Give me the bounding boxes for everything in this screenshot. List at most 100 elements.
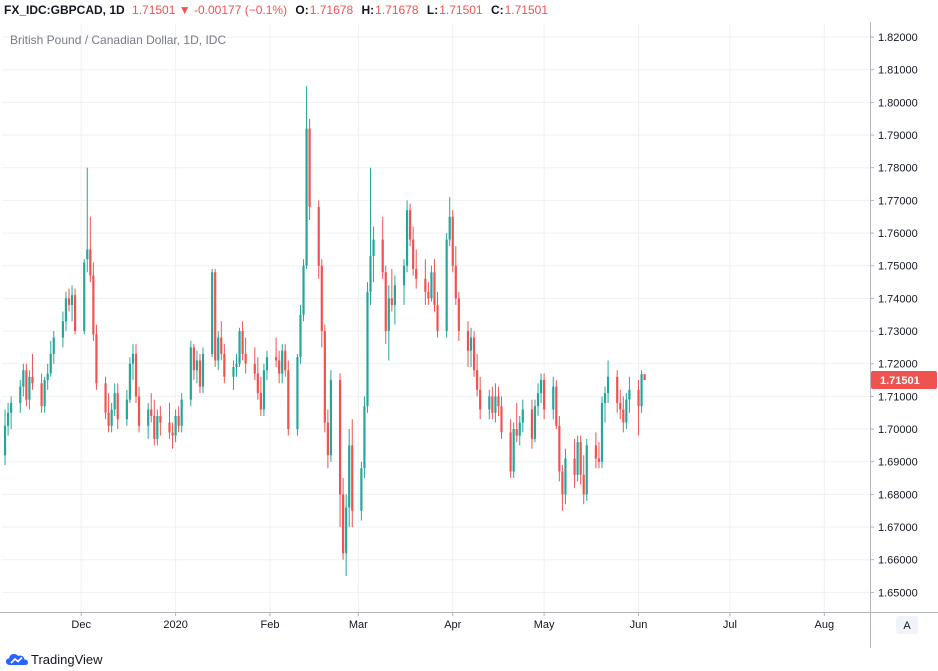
candle-body	[424, 278, 427, 292]
candlestick-chart[interactable]: 1.65000 1.66000 1.67000 1.68000 1.69000 1.700…	[0, 22, 938, 648]
candle-body	[643, 374, 646, 381]
candle-body	[64, 298, 68, 322]
candle-body	[381, 239, 384, 273]
candle-body	[28, 376, 31, 400]
candle-body	[405, 210, 409, 266]
candle-body	[189, 347, 192, 400]
last-price-tag	[871, 371, 937, 390]
candle-body	[582, 474, 585, 495]
candle-body	[180, 399, 183, 426]
candle-body	[451, 216, 454, 266]
candle-body	[500, 406, 503, 433]
candle-body	[616, 376, 619, 403]
candle-body	[448, 216, 451, 240]
x-tick-label: Jun	[630, 619, 648, 631]
candle-body	[606, 376, 610, 394]
y-tick-label: 1.76000	[878, 228, 918, 240]
candle-body	[238, 331, 241, 364]
candle-body	[49, 353, 52, 374]
tradingview-cloud-icon	[6, 654, 28, 665]
open-label: O:	[295, 3, 309, 17]
candle-body	[436, 304, 439, 332]
candle-body	[323, 331, 326, 423]
tradingview-logo[interactable]: TradingView	[6, 650, 103, 668]
candle-body	[220, 337, 223, 354]
autoscale-button-label[interactable]: A	[903, 620, 911, 632]
y-tick-label: 1.66000	[878, 555, 918, 567]
candle-body	[573, 458, 576, 475]
x-tick-label: Apr	[444, 619, 461, 631]
candle-body	[198, 360, 202, 387]
candle-body	[110, 409, 113, 426]
high-value: 1.71678	[375, 3, 419, 17]
candle-body	[128, 363, 132, 400]
candle-body	[31, 376, 34, 384]
candle-body	[320, 265, 323, 332]
x-tick-label: Aug	[815, 619, 835, 631]
candle-body	[278, 360, 281, 374]
candle-body	[622, 409, 625, 423]
candle-body	[472, 337, 476, 371]
candle-body	[284, 350, 287, 371]
candle-body	[387, 298, 390, 332]
candle-body	[576, 442, 579, 475]
candle-body	[342, 494, 345, 554]
candle-body	[628, 389, 631, 400]
candle-body	[579, 442, 582, 475]
candle-body	[192, 347, 195, 371]
candle-body	[372, 239, 375, 256]
close-value: 1.71501	[504, 3, 549, 17]
x-tick-label: 2020	[163, 619, 187, 631]
candle-body	[275, 357, 278, 361]
candle-body	[338, 380, 342, 495]
candle-body	[491, 396, 494, 413]
autoscale-button[interactable]	[896, 616, 918, 634]
candle-body	[10, 402, 13, 413]
candle-body	[393, 285, 396, 305]
candle-body	[83, 262, 86, 332]
candle-body	[19, 386, 22, 403]
candle-body	[67, 298, 71, 305]
candle-body	[262, 370, 266, 410]
candle-body	[466, 331, 470, 351]
candle-body	[153, 416, 156, 439]
candle-body	[244, 353, 247, 364]
candle-body	[512, 429, 515, 472]
candle-body	[156, 416, 159, 439]
candle-body	[345, 507, 348, 554]
candle-body	[201, 353, 205, 387]
candle-body	[25, 370, 28, 400]
candle-body	[390, 298, 393, 305]
candle-body	[457, 298, 460, 332]
candle-body	[479, 389, 482, 410]
candle-body	[561, 471, 564, 495]
candle-body	[317, 206, 320, 266]
candle-body	[40, 383, 43, 407]
candle-body	[89, 249, 92, 276]
candle-body	[235, 363, 238, 367]
candle-body	[533, 406, 537, 439]
candle-body	[134, 353, 138, 397]
candle-body	[369, 255, 372, 292]
candle-body	[253, 363, 256, 374]
candle-body	[150, 409, 153, 416]
high-label: H:	[361, 3, 375, 17]
y-tick-label: 1.73000	[878, 326, 918, 338]
candle-body	[3, 425, 7, 456]
candle-body	[518, 422, 521, 436]
candle-body	[454, 265, 457, 299]
candle-body	[640, 374, 643, 407]
symbol-name[interactable]: FX_IDC:GBPCAD, 1D	[4, 3, 125, 17]
candle-body	[326, 422, 329, 456]
candle-body	[113, 393, 116, 410]
candle-body	[433, 272, 436, 305]
candle-body	[177, 416, 180, 426]
y-tick-label: 1.72000	[878, 359, 918, 371]
candle-body	[415, 269, 418, 279]
x-tick-label: Jul	[723, 619, 737, 631]
last-price: 1.71501	[132, 3, 176, 17]
candle-body	[137, 396, 141, 426]
low-value: 1.71501	[439, 3, 483, 17]
candle-body	[86, 249, 89, 260]
y-tick-label: 1.70000	[878, 424, 918, 436]
